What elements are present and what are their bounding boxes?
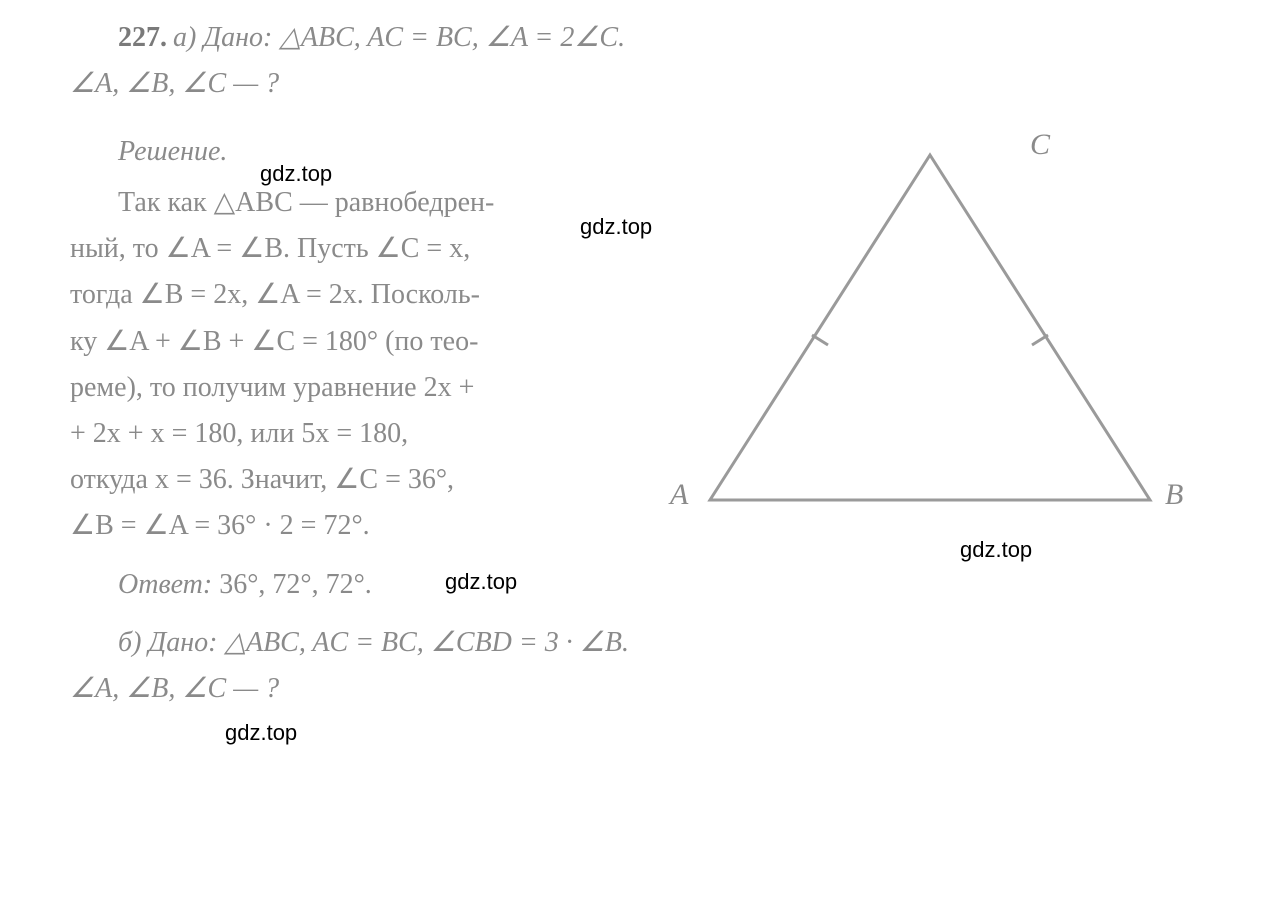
tick-mark-right (1032, 335, 1048, 345)
vertex-b-label: B (1165, 478, 1183, 512)
triangle-shape (710, 155, 1150, 500)
watermark-0: gdz.top (260, 161, 332, 187)
answer-text: 36°, 72°, 72°. (212, 569, 372, 600)
solution-line-7: ∠B = ∠A = 36° · 2 = 72°. (70, 503, 640, 549)
problem-line-1: 227.а) Дано: △ABC, AC = BC, ∠A = 2∠C. (70, 15, 1210, 61)
watermark-1: gdz.top (580, 214, 652, 240)
solution-line-0: Так как △ABC — равнобедрен- (70, 180, 640, 226)
find-b: ∠A, ∠B, ∠C — ? (70, 666, 640, 712)
given-label-a: а) Дано: (173, 22, 272, 53)
solution-line-4: реме), то получим уравнение 2x + (70, 365, 640, 411)
watermark-3: gdz.top (960, 537, 1032, 563)
given-text-a: △ABC, AC = BC, ∠A = 2∠C. (272, 22, 625, 53)
given-label-b: б) Дано: (118, 627, 217, 658)
given-text-b: △ABC, AC = BC, ∠CBD = 3 · ∠B. (217, 627, 629, 658)
watermark-4: gdz.top (225, 720, 297, 746)
find-a: ∠A, ∠B, ∠C — ? (70, 61, 1210, 107)
solution-block: Так как △ABC — равнобедрен- ный, то ∠A =… (70, 180, 640, 712)
solution-line-3: ку ∠A + ∠B + ∠C = 180° (по тео- (70, 319, 640, 365)
tick-mark-left (812, 335, 828, 345)
triangle-diagram (680, 130, 1180, 530)
solution-line-1: ный, то ∠A = ∠B. Пусть ∠C = x, (70, 226, 640, 272)
solution-line-2: тогда ∠B = 2x, ∠A = 2x. Посколь- (70, 272, 640, 318)
problem-number: 227. (118, 22, 167, 53)
solution-line-6: откуда x = 36. Значит, ∠C = 36°, (70, 457, 770, 503)
vertex-c-label: C (1030, 128, 1050, 162)
solution-line-5: + 2x + x = 180, или 5x = 180, (70, 411, 640, 457)
answer-line: Ответ: 36°, 72°, 72°. (70, 562, 640, 608)
watermark-2: gdz.top (445, 569, 517, 595)
answer-label: Ответ: (118, 569, 212, 600)
part-b-given: б) Дано: △ABC, AC = BC, ∠CBD = 3 · ∠B. (70, 620, 970, 666)
vertex-a-label: A (670, 478, 688, 512)
